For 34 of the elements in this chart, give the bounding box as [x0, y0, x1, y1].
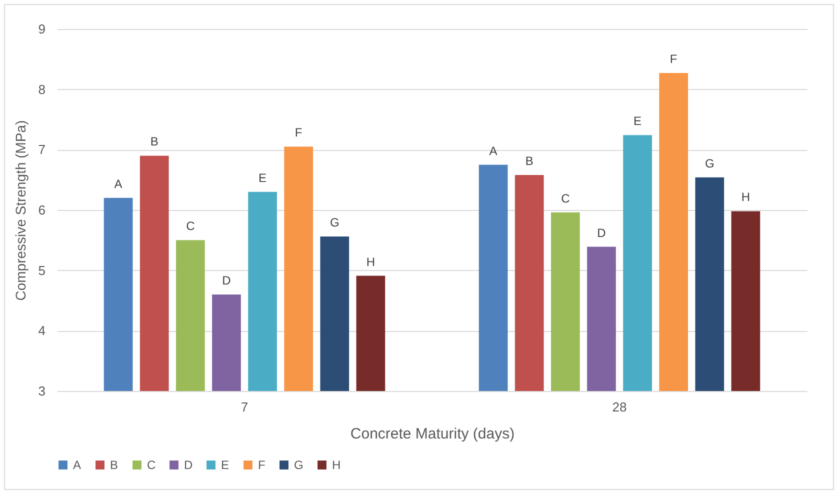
legend-label: B [110, 458, 118, 472]
y-tick-label: 3 [38, 384, 46, 398]
legend-label: F [258, 458, 266, 472]
text: D [597, 226, 606, 240]
y-tick-label: 5 [38, 262, 46, 278]
legend-label: C [147, 458, 156, 472]
text: G [330, 216, 340, 230]
legend-label: H [332, 458, 341, 472]
legend-label: A [73, 458, 82, 472]
text: F [294, 126, 302, 140]
text: B [525, 154, 534, 168]
x-tick-label: 28 [612, 400, 627, 414]
y-tick-label: 9 [38, 22, 46, 36]
y-axis-title: Compressive Strength (MPa) [12, 120, 28, 301]
text: C [186, 219, 195, 234]
y-tick-label: 4 [38, 323, 46, 338]
text: D [222, 273, 231, 288]
text: G [704, 156, 714, 170]
text: C [561, 191, 570, 206]
text: H [741, 190, 750, 204]
y-tick-label: 6 [38, 202, 46, 218]
text: A [114, 176, 122, 191]
text: E [258, 170, 267, 185]
text: H [366, 254, 376, 269]
legend-label: E [221, 458, 230, 472]
text: A [489, 144, 498, 158]
y-tick-label: 7 [38, 142, 46, 158]
y-tick-label: 8 [38, 82, 46, 97]
text: F [670, 52, 678, 66]
legend-label: G [294, 458, 304, 472]
text: E [634, 114, 642, 128]
x-axis-title: Concrete Maturity (days) [350, 426, 515, 442]
text: B [150, 134, 158, 149]
legend-label: D [184, 458, 193, 472]
